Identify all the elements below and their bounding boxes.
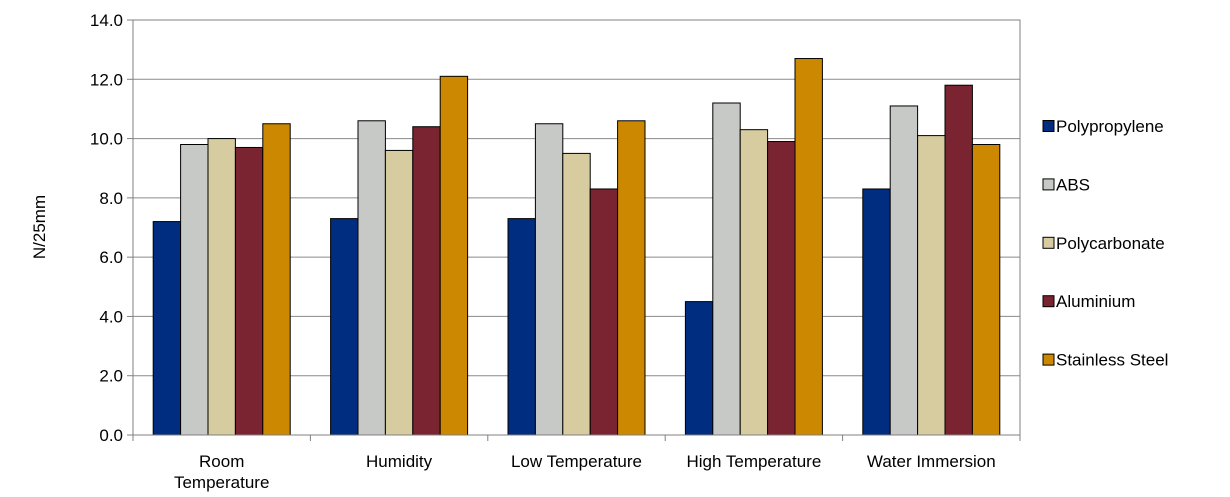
x-category-label: Humidity [366, 452, 433, 471]
legend-label: Aluminium [1056, 292, 1135, 311]
bar-aluminium [412, 126, 441, 436]
bar-abs [357, 120, 386, 436]
bar-stainless-steel [439, 75, 469, 436]
legend-swatch-aluminium [1042, 295, 1055, 308]
x-category-label: Water Immersion [867, 452, 996, 471]
legend-swatch-stainless-steel [1042, 353, 1055, 366]
bar-abs [180, 144, 209, 436]
bar-aluminium [589, 188, 619, 436]
bar-polycarbonate [562, 152, 591, 436]
y-tick-label: 6.0 [99, 248, 123, 267]
legend-swatch-polycarbonate [1042, 236, 1055, 249]
legend-swatch-abs [1042, 178, 1055, 191]
bar-abs [889, 105, 919, 436]
y-tick-label: 10.0 [90, 130, 123, 149]
y-tick-label: 2.0 [99, 367, 123, 386]
bar-stainless-steel [617, 120, 646, 436]
bar-abs [534, 123, 564, 436]
axes [127, 19, 1021, 441]
bar-abs [712, 102, 741, 436]
legend-label: Polycarbonate [1056, 234, 1165, 253]
y-axis-title: N/25mm [30, 195, 49, 259]
y-tick-label: 4.0 [99, 307, 123, 326]
legend-label: Polypropylene [1056, 117, 1164, 136]
plot-area-border [132, 19, 1021, 436]
bars [152, 58, 1001, 436]
x-category-labels: Room Temperature Humidity Low Temperature Hi… [174, 452, 996, 492]
bar-polycarbonate [739, 129, 769, 436]
x-category-label: Temperature [174, 473, 269, 492]
bar-polycarbonate [917, 135, 946, 436]
legend-label: ABS [1056, 175, 1090, 194]
bar-aluminium [767, 141, 796, 436]
bar-polypropylene [507, 218, 536, 436]
y-tick-labels: 0.0 2.0 4.0 6.0 8.0 10.0 12.0 14.0 [90, 11, 123, 445]
x-category-label: Room [199, 452, 244, 471]
bar-polypropylene [684, 301, 714, 436]
y-tick-label: 8.0 [99, 189, 123, 208]
bar-polycarbonate [384, 149, 414, 436]
legend-label: Stainless Steel [1056, 351, 1168, 370]
x-category-label: Low Temperature [511, 452, 642, 471]
y-tick-label: 12.0 [90, 70, 123, 89]
legend: Polypropylene ABS Polycarbonate Aluminium St… [1042, 117, 1168, 370]
bar-stainless-steel [971, 144, 1001, 436]
x-category-label: High Temperature [686, 452, 821, 471]
bar-polypropylene [862, 188, 891, 436]
bar-polycarbonate [207, 138, 236, 436]
bar-aluminium [944, 84, 973, 436]
y-tick-label: 14.0 [90, 11, 123, 30]
bar-polypropylene [152, 221, 182, 436]
legend-swatch-polypropylene [1042, 120, 1055, 132]
bar-stainless-steel [794, 58, 823, 436]
bar-polypropylene [330, 218, 359, 436]
bar-stainless-steel [262, 123, 291, 436]
bar-aluminium [234, 146, 264, 436]
y-tick-label: 0.0 [99, 426, 123, 445]
